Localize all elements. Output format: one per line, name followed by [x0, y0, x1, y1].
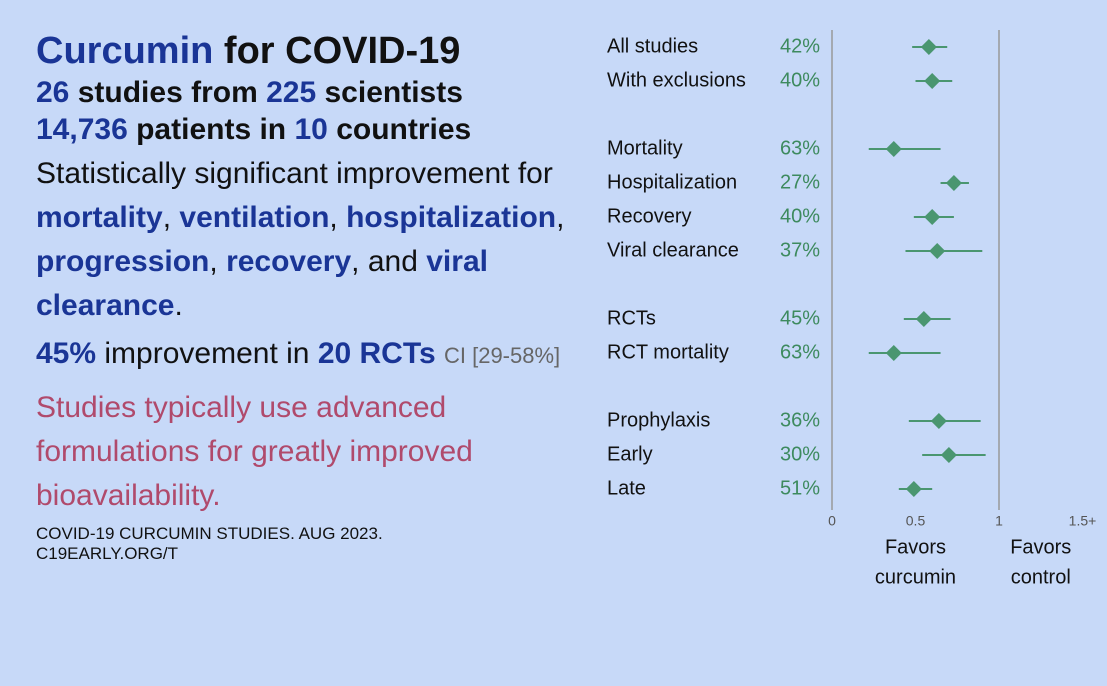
text: countries: [336, 113, 472, 146]
text: Statistically significant improvement fo…: [36, 157, 553, 190]
improvement-label: 36%: [780, 409, 820, 431]
improvement-label: 40%: [780, 205, 820, 227]
row-label: Recovery: [607, 205, 691, 227]
number: 225: [266, 76, 317, 109]
row-label: RCTs: [607, 307, 656, 329]
estimate-diamond: [945, 175, 962, 191]
row-label: Hospitalization: [607, 171, 737, 193]
improvement-label: 40%: [780, 69, 820, 91]
outcome: recovery: [226, 245, 352, 278]
outcome: viral clearance: [36, 245, 488, 322]
text: patients in: [136, 113, 287, 146]
confidence-interval: CI [29-58%]: [443, 343, 561, 368]
footer: COVID-19 CURCUMIN STUDIES. AUG 2023. C19E…: [36, 524, 581, 564]
row-label: Viral clearance: [607, 239, 739, 261]
estimate-diamond: [905, 481, 922, 497]
patients: 14,736 patients in 10 countries: [36, 111, 581, 148]
row-label: Prophylaxis: [607, 409, 710, 431]
estimate-diamond: [940, 447, 957, 463]
estimate-diamond: [924, 73, 941, 89]
improvement-label: 45%: [780, 307, 820, 329]
row-label: All studies: [607, 35, 698, 57]
title-text: for COVID-19: [223, 30, 461, 72]
estimate-diamond: [929, 243, 946, 259]
text: improvement in: [104, 337, 310, 370]
significance: Statistically significant improvement fo…: [36, 152, 581, 328]
outcome: ventilation: [179, 201, 330, 234]
row-label: Mortality: [607, 137, 683, 159]
text: , and: [351, 245, 418, 278]
x-tick-label: 1.5+: [1069, 513, 1097, 529]
text: ,: [329, 201, 338, 234]
note: Studies typically use advanced formulati…: [36, 391, 473, 512]
improvement-label: 42%: [780, 35, 820, 57]
row-label: RCT mortality: [607, 341, 729, 363]
x-annotation: Favors: [1010, 536, 1071, 558]
outcome: hospitalization: [346, 201, 557, 234]
text: scientists: [324, 76, 463, 109]
x-annotation: control: [1011, 566, 1071, 588]
text: ,: [209, 245, 218, 278]
row-label: Late: [607, 477, 646, 499]
x-tick-label: 1: [995, 513, 1003, 529]
estimate-diamond: [915, 311, 932, 327]
rct-summary: 45% improvement in 20 RCTs CI [29-58%]: [36, 332, 581, 378]
footer-line: COVID-19 CURCUMIN STUDIES. AUG 2023.: [36, 524, 383, 543]
number: 14,736: [36, 113, 128, 146]
title-highlight: Curcumin: [36, 30, 214, 72]
x-annotation: Favors: [885, 536, 946, 558]
title: Curcumin for COVID-19: [36, 28, 581, 74]
x-tick-label: 0.5: [906, 513, 926, 529]
row-label: With exclusions: [607, 69, 746, 91]
estimate-diamond: [885, 345, 902, 361]
number: 26: [36, 76, 70, 109]
footer-line: C19EARLY.ORG/T: [36, 544, 179, 563]
text: ,: [556, 201, 565, 234]
studies: 26 studies from 225 scientists: [36, 74, 581, 111]
improvement-label: 30%: [780, 443, 820, 465]
number: 10: [294, 113, 328, 146]
estimate-diamond: [920, 39, 937, 55]
text: .: [174, 289, 183, 322]
number: 20 RCTs: [317, 337, 436, 370]
row-label: Early: [607, 443, 653, 465]
x-annotation: curcumin: [875, 566, 956, 588]
summary: Curcumin for COVID-19 26 studies from 22…: [36, 28, 581, 564]
text: studies from: [77, 76, 258, 109]
estimate-diamond: [930, 413, 947, 429]
x-tick-label: 0: [828, 513, 836, 529]
improvement-label: 63%: [780, 341, 820, 363]
number: 45%: [36, 337, 97, 370]
improvement-label: 27%: [780, 171, 820, 193]
improvement-label: 37%: [780, 239, 820, 261]
improvement-label: 51%: [780, 477, 820, 499]
outcome: mortality: [36, 201, 163, 234]
estimate-diamond: [924, 209, 941, 225]
text: ,: [162, 201, 172, 234]
estimate-diamond: [885, 141, 902, 157]
improvement-label: 63%: [780, 137, 820, 159]
outcome: progression: [36, 245, 210, 278]
